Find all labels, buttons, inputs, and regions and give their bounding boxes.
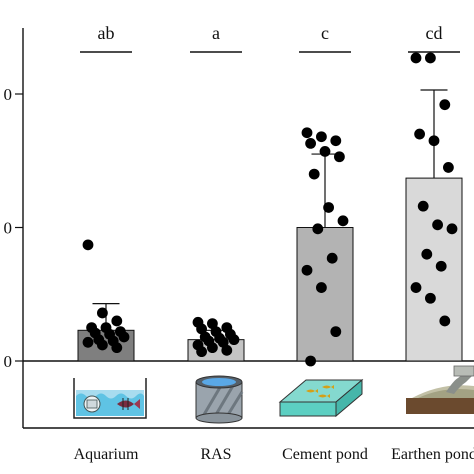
data-point [305, 355, 316, 367]
data-point [326, 252, 338, 264]
category-label: Cement pond [282, 446, 368, 463]
data-point [414, 128, 425, 140]
data-point [301, 264, 313, 276]
data-point [312, 223, 324, 235]
data-point [316, 282, 327, 293]
y-tick-label: 0 [4, 219, 13, 238]
data-point [443, 162, 454, 173]
data-point [330, 326, 342, 338]
y-axis-ticks: 0 0 0 [4, 85, 23, 371]
y-tick-label: 0 [4, 352, 13, 371]
earthen-pond-icon [406, 365, 474, 414]
data-point [425, 52, 436, 64]
data-point [439, 315, 451, 327]
data-point [334, 151, 345, 163]
data-point [330, 135, 342, 147]
data-point [439, 99, 451, 111]
significance-letter: cd [426, 23, 443, 43]
data-point [207, 342, 218, 354]
data-point [428, 135, 440, 147]
significance-letters: ab a c cd [80, 23, 460, 53]
error-bars [92, 89, 448, 340]
category-label: Earthen pond [391, 446, 474, 463]
data-point [425, 292, 436, 304]
data-point [410, 52, 422, 64]
data-point [446, 223, 458, 235]
data-point [316, 131, 327, 143]
data-point [301, 127, 313, 139]
data-point [308, 168, 320, 180]
category-label: Aquarium [74, 446, 139, 463]
data-point [97, 307, 108, 319]
data-point [221, 344, 233, 356]
data-point [421, 248, 433, 260]
data-point [111, 342, 123, 354]
data-point [432, 219, 443, 231]
significance-letter: ab [98, 23, 115, 43]
category-label: RAS [200, 446, 231, 463]
cement-pond-icon [278, 378, 364, 418]
data-point [82, 336, 94, 348]
bar-earthen-pond [405, 177, 463, 362]
data-point [118, 331, 130, 343]
data-point [196, 346, 208, 358]
data-point [305, 137, 316, 149]
data-point [323, 202, 334, 213]
data-point [97, 339, 108, 351]
data-point [417, 200, 429, 212]
significance-letter: a [212, 23, 220, 43]
bar-cement-pond [296, 227, 354, 362]
data-point [319, 146, 331, 157]
significance-letter: c [321, 23, 329, 43]
data-point [410, 282, 422, 293]
category-labels: Aquarium RAS Cement pond Earthen pond [74, 446, 474, 463]
data-point [111, 315, 123, 327]
aquarium-fish-tank-icon [73, 378, 147, 419]
data-point [82, 239, 94, 251]
ras-cylindrical-tank-icon [195, 375, 244, 424]
data-point [435, 260, 447, 272]
data-point [337, 215, 349, 227]
bars [77, 177, 463, 362]
y-tick-label: 0 [4, 85, 13, 104]
data-point [228, 334, 240, 346]
data-points [82, 52, 458, 367]
